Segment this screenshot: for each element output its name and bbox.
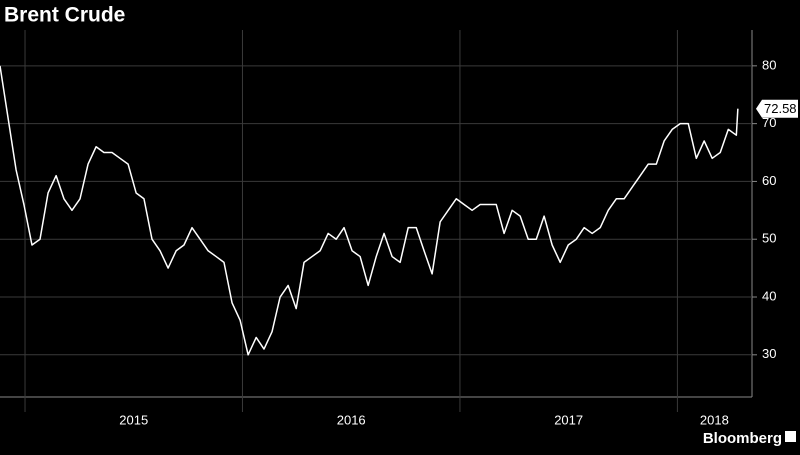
x-tick-label: 2015 [119,412,148,427]
x-tick-label: 2016 [337,412,366,427]
y-tick-label: 70 [762,115,776,130]
last-value-box [756,99,798,118]
chart-title: Brent Crude [4,4,125,27]
price-line [0,65,739,356]
last-value-label: 72.58 [764,101,797,116]
y-tick-label: 80 [762,57,776,72]
x-tick-label: 2018 [700,412,729,427]
source-logo: Bloomberg [703,430,782,447]
x-tick-label: 2017 [554,412,583,427]
y-tick-label: 50 [762,231,776,246]
y-tick-label: 40 [762,288,776,303]
logo-icon [785,431,796,442]
y-tick-label: 60 [762,173,776,188]
y-tick-label: 30 [762,346,776,361]
